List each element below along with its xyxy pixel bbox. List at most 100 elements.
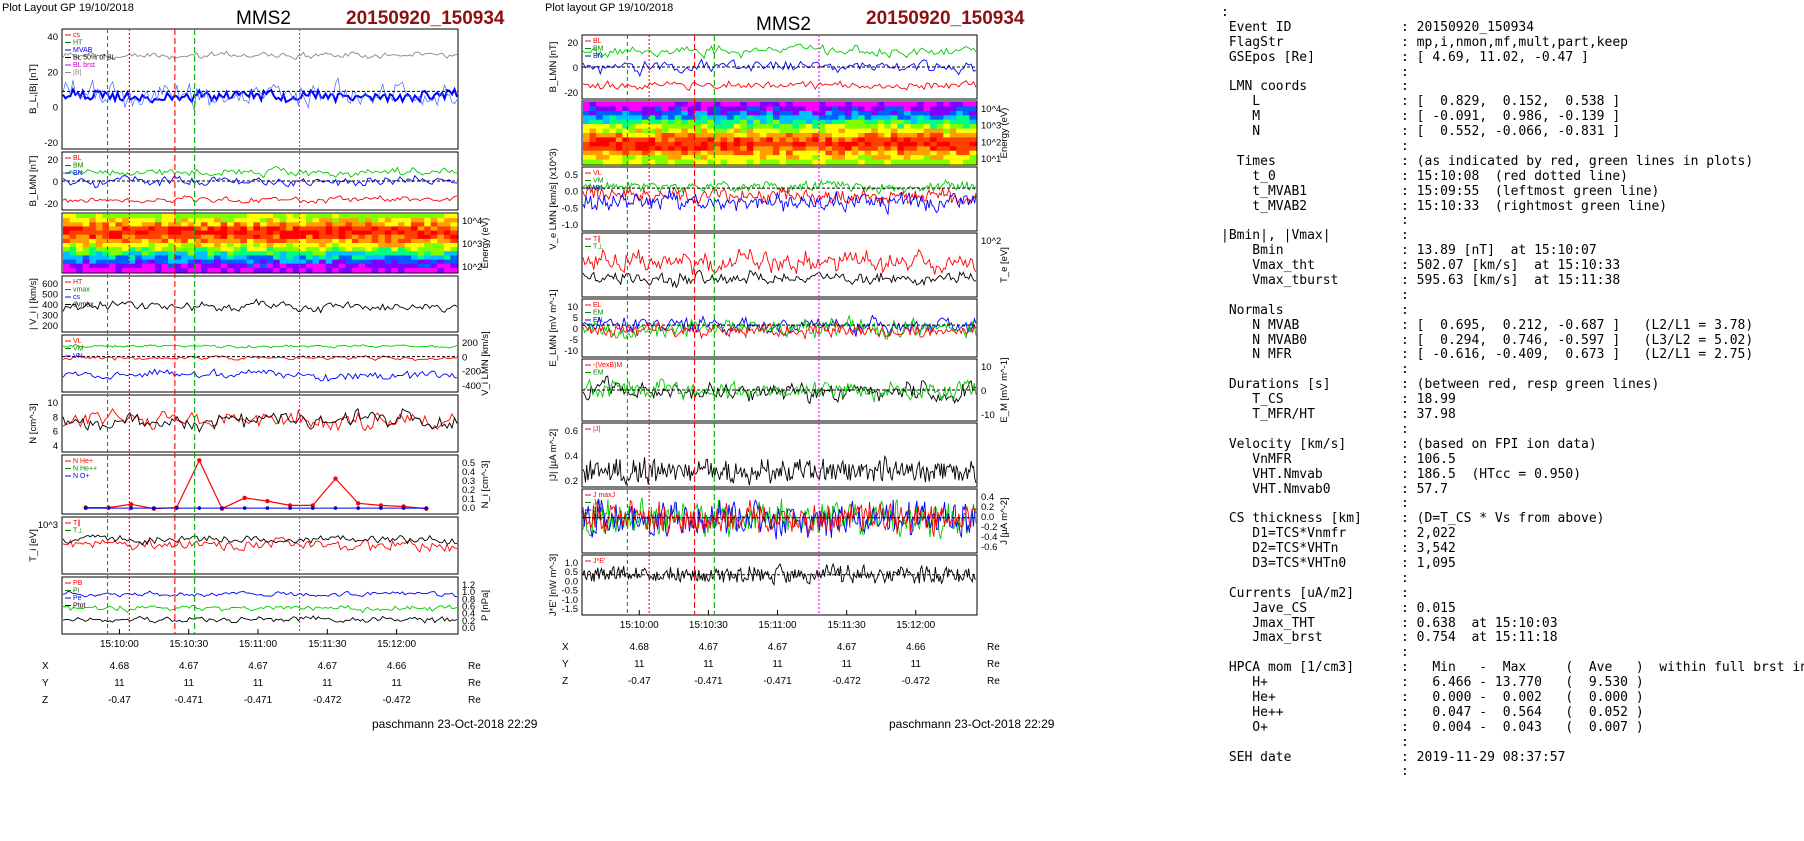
spectrogram-cell bbox=[227, 238, 235, 244]
spectrogram-cell bbox=[246, 238, 255, 244]
spectrogram-cell bbox=[430, 218, 438, 223]
spectrogram-cell bbox=[95, 259, 103, 265]
spectrogram-cell bbox=[700, 106, 708, 112]
spectrogram-cell bbox=[122, 222, 130, 227]
spectrogram-cell bbox=[845, 137, 853, 143]
spectrogram-cell bbox=[602, 119, 610, 125]
spectrogram-cell bbox=[845, 146, 853, 152]
spectrogram-cell bbox=[207, 251, 215, 256]
spectrogram-cell bbox=[391, 267, 399, 273]
spectrogram-cell bbox=[733, 146, 741, 152]
spectrogram-cell bbox=[910, 141, 918, 147]
series-trace bbox=[62, 408, 458, 432]
spectrogram-cell bbox=[792, 102, 800, 107]
x-tick-label: 15:11:30 bbox=[828, 620, 867, 631]
spectrogram-cell bbox=[168, 251, 176, 256]
spectrogram-cell bbox=[115, 238, 123, 244]
legend-label: JM bbox=[593, 507, 603, 514]
spectrogram-cell bbox=[615, 128, 623, 134]
y-tick-label: -0.2 bbox=[981, 522, 997, 533]
y-tick-label: 200 bbox=[462, 338, 478, 349]
spectrogram-cell bbox=[240, 218, 248, 223]
x-tick-label: 15:11:30 bbox=[308, 639, 347, 650]
spectrogram-cell bbox=[733, 110, 741, 116]
spectrogram-cell bbox=[661, 133, 669, 138]
spectrogram-cell bbox=[779, 155, 787, 161]
spectrogram-cell bbox=[450, 226, 458, 232]
spectrogram-cell bbox=[306, 243, 314, 248]
spectrogram-cell bbox=[687, 119, 695, 125]
spectrogram-cell bbox=[450, 238, 458, 244]
spectrogram-cell bbox=[279, 214, 287, 219]
spectrogram-cell bbox=[792, 106, 800, 112]
spectrogram-cell bbox=[319, 251, 327, 256]
spectrogram-cell bbox=[635, 159, 643, 165]
spectrogram-cell bbox=[661, 146, 669, 152]
spectrogram-cell bbox=[707, 141, 715, 147]
spectrogram-cell bbox=[292, 255, 300, 261]
spectrogram-cell bbox=[962, 119, 970, 125]
panel-frame bbox=[61, 212, 459, 274]
spectrogram-cell bbox=[700, 133, 708, 138]
spectrogram-cell bbox=[161, 267, 169, 273]
ephem-value: 4.67 bbox=[248, 661, 268, 672]
spectrogram-cell bbox=[733, 106, 741, 112]
spectrogram-cell bbox=[82, 267, 90, 273]
spectrogram-cell bbox=[351, 226, 360, 232]
spectrogram-cell bbox=[378, 259, 386, 265]
spectrogram-cell bbox=[378, 263, 386, 269]
spectrogram-cell bbox=[200, 226, 209, 232]
spectrogram-cell bbox=[89, 222, 97, 227]
spectrogram-cell bbox=[384, 226, 392, 232]
spectrogram-cell bbox=[181, 263, 189, 269]
spectrogram-cell bbox=[930, 106, 938, 112]
spectrogram-cell bbox=[818, 115, 826, 121]
spectrogram-cell bbox=[194, 222, 202, 227]
spectrogram-cell bbox=[700, 141, 708, 147]
ephem-unit: Re bbox=[987, 659, 1000, 670]
spectrogram-cell bbox=[733, 102, 741, 107]
spectrogram-cell bbox=[641, 137, 649, 143]
spectrogram-cell bbox=[596, 150, 604, 156]
y-tick-label: -0.5 bbox=[562, 586, 578, 597]
spectrogram-cell bbox=[628, 128, 636, 134]
spectrogram-cell bbox=[89, 247, 97, 252]
spectrogram-cell bbox=[338, 267, 346, 273]
spectrogram-cell bbox=[727, 124, 735, 130]
spectrogram-cell bbox=[378, 247, 386, 252]
spectrogram-cell bbox=[923, 155, 931, 161]
spectrogram-cell bbox=[148, 218, 156, 223]
spectrogram-cell bbox=[910, 119, 918, 125]
spectrogram-cell bbox=[292, 226, 300, 232]
spectrogram-cell bbox=[76, 230, 84, 236]
spectrogram-cell bbox=[286, 222, 294, 227]
spectrogram-cell bbox=[897, 128, 905, 134]
y-tick-label: 1.2 bbox=[462, 580, 475, 591]
spectrogram-cell bbox=[753, 146, 761, 152]
spectrogram-cell bbox=[792, 155, 800, 161]
spectrogram-cell bbox=[772, 141, 780, 147]
spectrogram-cell bbox=[207, 267, 215, 273]
spectrogram-cell bbox=[371, 230, 379, 236]
spectrogram-cell bbox=[148, 226, 156, 232]
spectrogram-cell bbox=[325, 267, 333, 273]
spectrogram-cell bbox=[148, 222, 156, 227]
y-tick-label: 0.2 bbox=[565, 476, 578, 487]
spectrogram-cell bbox=[766, 137, 774, 143]
spectrogram-cell bbox=[962, 106, 970, 112]
spectrogram-cell bbox=[200, 267, 209, 273]
spectrogram-cell bbox=[299, 243, 307, 248]
spectrogram-cell bbox=[772, 115, 780, 121]
spectrogram-cell bbox=[187, 251, 195, 256]
spectrogram-cell bbox=[76, 263, 84, 269]
spectrogram-cell bbox=[207, 238, 215, 244]
spectrogram-cell bbox=[851, 128, 859, 134]
spectrogram-cell bbox=[949, 137, 957, 143]
spectrogram-cell bbox=[325, 234, 333, 240]
y-axis-label: J*E' [nW m^-3] bbox=[548, 554, 559, 616]
spectrogram-cell bbox=[273, 238, 281, 244]
spectrogram-cell bbox=[443, 243, 452, 248]
spectrogram-cell bbox=[82, 251, 90, 256]
spectrogram-cell bbox=[292, 214, 300, 219]
spectrogram-cell bbox=[220, 259, 228, 265]
